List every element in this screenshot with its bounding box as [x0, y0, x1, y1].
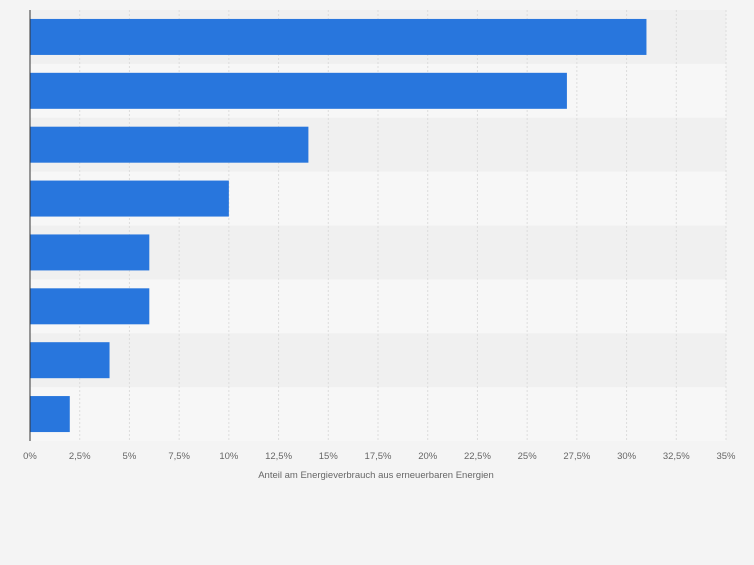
bar[interactable] [30, 288, 150, 325]
bar[interactable] [30, 126, 309, 163]
x-tick-label: 15% [319, 451, 339, 462]
x-tick-label: 5% [123, 451, 137, 462]
bars [30, 18, 647, 433]
x-tick-label: 20% [418, 451, 438, 462]
bar[interactable] [30, 396, 70, 433]
x-tick-label: 30% [617, 451, 637, 462]
x-tick-label: 0% [23, 451, 37, 462]
bar[interactable] [30, 180, 229, 217]
bar[interactable] [30, 234, 150, 271]
x-tick-label: 35% [716, 451, 736, 462]
x-tick-label: 12,5% [265, 451, 292, 462]
x-tick-label: 10% [219, 451, 239, 462]
x-tick-label: 7,5% [168, 451, 190, 462]
bar[interactable] [30, 72, 567, 109]
bar[interactable] [30, 342, 110, 379]
bar[interactable] [30, 18, 647, 55]
x-tick-label: 22,5% [464, 451, 491, 462]
x-tick-labels: 0% 2,5% 5% 7,5% 10% 12,5% 15% 17,5% 20% 22,5% 25% 2… [23, 451, 736, 462]
x-tick-label: 2,5% [69, 451, 91, 462]
x-tick-label: 17,5% [365, 451, 392, 462]
x-tick-label: 27,5% [563, 451, 590, 462]
x-tick-label: 32,5% [663, 451, 690, 462]
x-axis-title: Anteil am Energieverbrauch aus erneuerba… [258, 470, 494, 481]
x-tick-label: 25% [518, 451, 538, 462]
